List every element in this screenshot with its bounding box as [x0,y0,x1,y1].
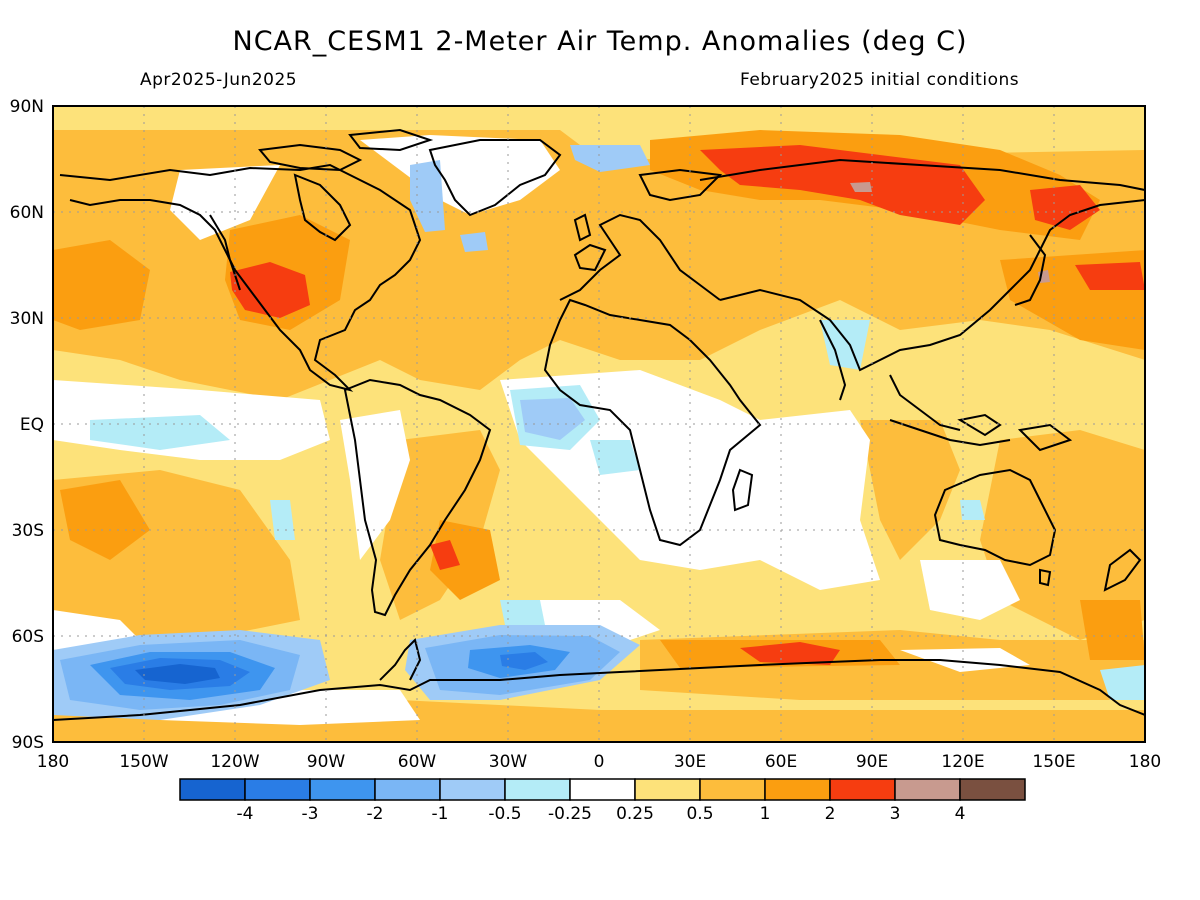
latitude-axis: 90N 60N 30N EQ 30S 60S 90S [10,97,44,753]
colorbar-label: 4 [955,804,966,824]
lat-label: 90S [12,733,44,753]
colorbar-label: -4 [237,804,254,824]
lon-label: 180 [37,752,69,772]
lat-label: EQ [20,415,44,435]
lon-label: 60E [765,752,797,772]
colorbar-swatch [764,778,831,801]
colorbar-label: -3 [302,804,319,824]
colorbar-label: -0.25 [548,804,592,824]
lon-label: 120E [941,752,984,772]
colorbar-label: 3 [890,804,901,824]
colorbar-swatch [829,778,896,801]
colorbar-swatch [309,778,376,801]
colorbar-swatch [894,778,961,801]
lon-label: 30E [674,752,706,772]
coastlines [53,128,1145,721]
lat-label: 60S [12,627,44,647]
longitude-axis: 180 150W 120W 90W 60W 30W 0 30E 60E 90E … [37,752,1161,772]
colorbar-swatch [244,778,311,801]
lon-label: 90W [307,752,346,772]
colorbar-label: -0.5 [488,804,521,824]
colorbar: -4 -3 -2 -1 -0.5 -0.25 0.25 0.5 1 2 3 4 [179,778,1026,824]
colorbar-swatch [569,778,636,801]
initial-conditions: February2025 initial conditions [740,70,1020,90]
colorbar-swatch [504,778,571,801]
colorbar-label: 2 [825,804,836,824]
lat-label: 30N [10,309,44,329]
colorbar-label: 0.5 [686,804,713,824]
colorbar-label: -2 [367,804,384,824]
graticule [53,106,1145,742]
colorbar-swatch [699,778,766,801]
colorbar-swatch [374,778,441,801]
colorbar-swatch [959,778,1026,801]
lon-label: 30W [489,752,528,772]
lon-label: 120W [210,752,259,772]
lat-label: 90N [10,97,44,117]
colorbar-label: 1 [760,804,771,824]
colorbar-label: -1 [432,804,449,824]
lat-label: 60N [10,203,44,223]
lon-label: 0 [594,752,605,772]
colorbar-label: 0.25 [616,804,654,824]
map-title: NCAR_CESM1 2-Meter Air Temp. Anomalies (… [232,26,968,57]
colorbar-swatch [179,778,246,801]
colorbar-swatch [439,778,506,801]
colorbar-swatch [634,778,701,801]
lon-label: 90E [856,752,888,772]
forecast-period: Apr2025-Jun2025 [140,70,298,90]
lon-label: 150W [119,752,168,772]
lon-label: 60W [398,752,437,772]
lon-label: 150E [1032,752,1075,772]
lon-label: 180 [1129,752,1161,772]
map-frame [52,105,1146,743]
lat-label: 30S [12,521,44,541]
